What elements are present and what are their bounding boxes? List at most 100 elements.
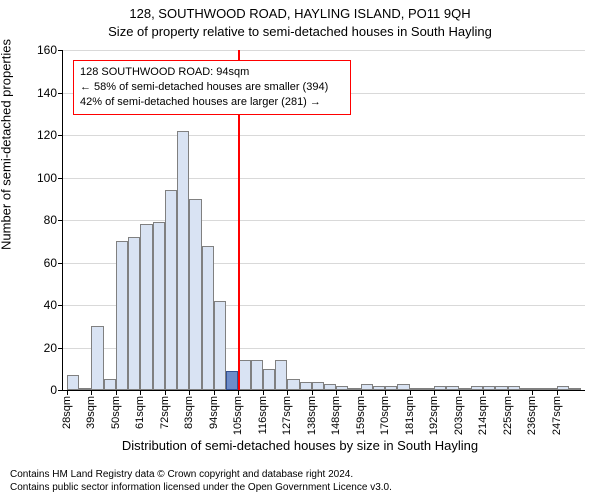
y-tick-label: 100	[37, 171, 63, 185]
histogram-bar	[104, 379, 116, 390]
y-tick-label: 0	[50, 383, 63, 397]
histogram-bar	[189, 199, 201, 390]
grid-line	[63, 178, 585, 179]
x-tick-label: 39sqm	[85, 396, 97, 429]
histogram-bar	[153, 222, 165, 390]
histogram-bar	[385, 386, 397, 390]
x-tick-label: 83sqm	[183, 396, 195, 429]
footer-line-1: Contains HM Land Registry data © Crown c…	[10, 468, 392, 481]
x-tick-mark	[434, 390, 435, 395]
histogram-bar	[410, 388, 422, 390]
histogram-bar	[373, 386, 385, 390]
x-tick-label: 105sqm	[232, 396, 244, 435]
x-tick-label: 192sqm	[428, 396, 440, 435]
y-tick-label: 40	[44, 298, 63, 312]
histogram-bar	[495, 386, 507, 390]
callout-line-1: 128 SOUTHWOOD ROAD: 94sqm	[80, 65, 344, 80]
x-tick-label: 72sqm	[159, 396, 171, 429]
histogram-bar	[397, 384, 409, 390]
x-tick-mark	[189, 390, 190, 395]
histogram-bar	[165, 190, 177, 390]
x-axis-label: Distribution of semi-detached houses by …	[0, 438, 600, 453]
histogram-bar	[544, 388, 556, 390]
histogram-bar	[67, 375, 79, 390]
callout-line-2: ← 58% of semi-detached houses are smalle…	[80, 80, 344, 95]
histogram-bar	[508, 386, 520, 390]
x-tick-label: 170sqm	[379, 396, 391, 435]
callout-line-3: 42% of semi-detached houses are larger (…	[80, 95, 344, 110]
histogram-bar	[361, 384, 373, 390]
y-tick-label: 120	[37, 128, 63, 142]
histogram-bar	[324, 384, 336, 390]
grid-line	[63, 220, 585, 221]
x-tick-mark	[238, 390, 239, 395]
x-tick-mark	[287, 390, 288, 395]
x-tick-label: 28sqm	[61, 396, 73, 429]
x-tick-mark	[116, 390, 117, 395]
x-tick-mark	[410, 390, 411, 395]
histogram-bar	[446, 386, 458, 390]
histogram-bar	[202, 246, 214, 391]
histogram-bar	[251, 360, 263, 390]
footer-line-2: Contains public sector information licen…	[10, 481, 392, 494]
histogram-bar	[532, 388, 544, 390]
histogram-bar	[483, 386, 495, 390]
x-tick-label: 94sqm	[208, 396, 220, 429]
x-tick-label: 181sqm	[404, 396, 416, 435]
histogram-bar	[275, 360, 287, 390]
histogram-bar	[116, 241, 128, 390]
x-tick-mark	[91, 390, 92, 395]
histogram-bar	[300, 382, 312, 391]
histogram-bar	[312, 382, 324, 391]
y-tick-label: 20	[44, 341, 63, 355]
x-tick-mark	[336, 390, 337, 395]
y-tick-label: 140	[37, 86, 63, 100]
histogram-bar	[569, 388, 581, 390]
histogram-bar	[471, 386, 483, 390]
histogram-bar	[422, 388, 434, 390]
x-tick-mark	[214, 390, 215, 395]
histogram-bar	[336, 386, 348, 390]
x-tick-label: 159sqm	[355, 396, 367, 435]
y-tick-label: 60	[44, 256, 63, 270]
histogram-bar	[177, 131, 189, 390]
histogram-bar	[79, 388, 91, 390]
x-tick-mark	[483, 390, 484, 395]
page-title: 128, SOUTHWOOD ROAD, HAYLING ISLAND, PO1…	[0, 6, 600, 21]
x-tick-mark	[140, 390, 141, 395]
histogram-bar	[128, 237, 140, 390]
histogram-bar	[287, 379, 299, 390]
x-tick-label: 236sqm	[526, 396, 538, 435]
x-tick-label: 138sqm	[306, 396, 318, 435]
page-subtitle: Size of property relative to semi-detach…	[0, 24, 600, 39]
x-tick-label: 50sqm	[110, 396, 122, 429]
y-axis-label: Number of semi-detached properties	[0, 39, 14, 250]
x-tick-mark	[557, 390, 558, 395]
x-tick-label: 127sqm	[281, 396, 293, 435]
x-tick-label: 116sqm	[257, 396, 269, 434]
y-tick-label: 160	[37, 43, 63, 57]
histogram-bar	[348, 388, 360, 390]
grid-line	[63, 50, 585, 51]
x-tick-mark	[508, 390, 509, 395]
histogram-bar	[214, 301, 226, 390]
x-tick-label: 247sqm	[551, 396, 563, 435]
histogram-bar	[226, 371, 238, 390]
histogram-bar	[459, 388, 471, 390]
x-tick-mark	[165, 390, 166, 395]
x-tick-mark	[532, 390, 533, 395]
x-tick-mark	[361, 390, 362, 395]
x-tick-mark	[312, 390, 313, 395]
x-tick-mark	[263, 390, 264, 395]
x-tick-label: 203sqm	[453, 396, 465, 435]
callout-box: 128 SOUTHWOOD ROAD: 94sqm ← 58% of semi-…	[73, 60, 351, 115]
grid-line	[63, 135, 585, 136]
x-tick-label: 61sqm	[134, 396, 146, 429]
footer-attribution: Contains HM Land Registry data © Crown c…	[10, 468, 392, 494]
histogram-bar	[434, 386, 446, 390]
x-tick-label: 148sqm	[330, 396, 342, 435]
x-tick-mark	[385, 390, 386, 395]
histogram-bar	[557, 386, 569, 390]
histogram-bar	[263, 369, 275, 390]
x-tick-label: 225sqm	[502, 396, 514, 435]
